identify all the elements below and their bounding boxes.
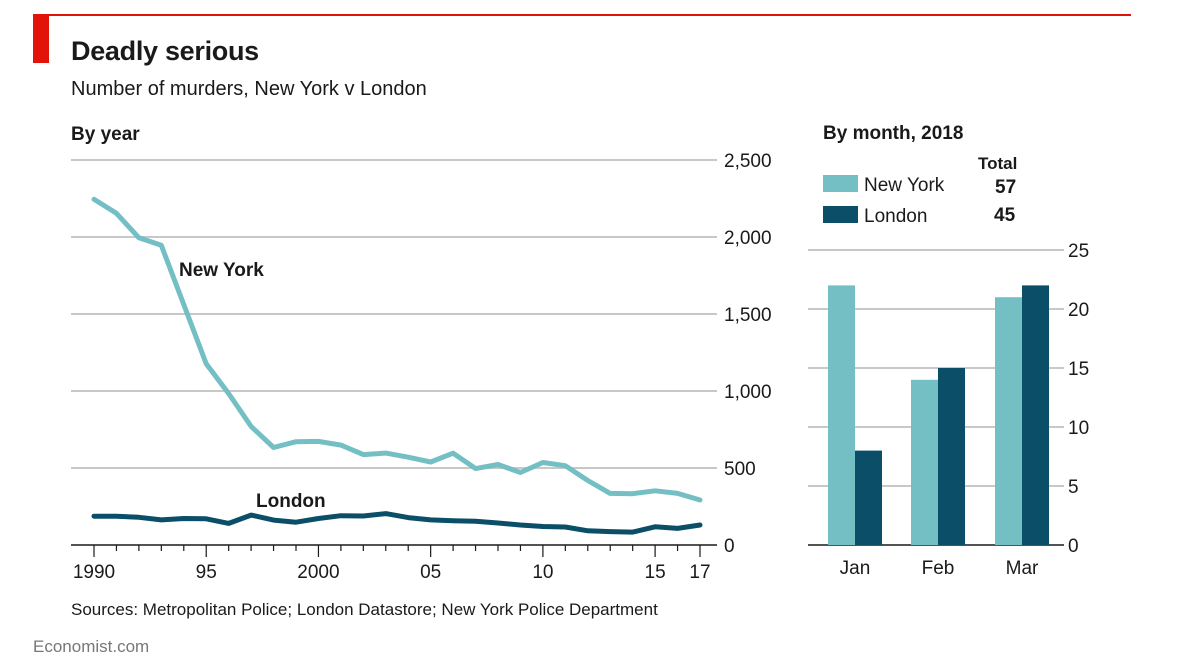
- x-tick-label: Feb: [922, 558, 955, 579]
- y-tick-label: 0: [724, 536, 735, 557]
- legend-label-new-york: New York: [864, 175, 945, 196]
- chart-subtitle: Number of murders, New York v London: [71, 78, 427, 100]
- red-tag: [33, 15, 49, 63]
- y-tick-label: 15: [1068, 359, 1089, 380]
- y-tick-label: 1,500: [724, 305, 772, 326]
- legend-swatch-london: [823, 206, 858, 223]
- bar-london-jan: [855, 450, 882, 545]
- x-tick-label: 05: [420, 562, 441, 583]
- bar-new-york-jan: [828, 285, 855, 545]
- y-tick-label: 10: [1068, 418, 1089, 439]
- annotation-london: London: [256, 491, 326, 512]
- x-tick-label: 95: [196, 562, 217, 583]
- x-tick-label: 2000: [297, 562, 339, 583]
- yearly-panel-title: By year: [71, 124, 140, 145]
- x-tick-label: 17: [689, 562, 710, 583]
- y-tick-label: 5: [1068, 477, 1079, 498]
- y-tick-label: 25: [1068, 241, 1089, 262]
- bar-london-mar: [1022, 285, 1049, 545]
- legend-swatch-new-york: [823, 175, 858, 192]
- chart-title: Deadly serious: [71, 36, 259, 66]
- legend-label-london: London: [864, 206, 927, 227]
- top-rule: [33, 14, 1131, 16]
- x-tick-label: 1990: [73, 562, 115, 583]
- total-new-york: 57: [995, 177, 1016, 198]
- bar-new-york-feb: [911, 379, 938, 545]
- yearly-x-axis: 1990 95 2000 05 10 15 17: [71, 544, 717, 583]
- source-note: Sources: Metropolitan Police; London Dat…: [71, 600, 658, 619]
- annotation-new-york: New York: [179, 260, 264, 281]
- total-london: 45: [994, 205, 1016, 226]
- series-line-london: [91, 511, 703, 535]
- y-tick-label: 500: [724, 459, 756, 480]
- series-line-new-york: [91, 196, 703, 503]
- bar-new-york-mar: [995, 297, 1022, 545]
- x-tick-label: Jan: [840, 558, 871, 579]
- x-tick-label: 10: [532, 562, 553, 583]
- monthly-bars: Jan Feb Mar: [828, 285, 1049, 579]
- y-tick-label: 2,500: [724, 151, 772, 172]
- y-tick-label: 20: [1068, 300, 1089, 321]
- bar-london-feb: [938, 368, 965, 545]
- yearly-series: [91, 196, 703, 535]
- y-tick-label: 2,000: [724, 228, 772, 249]
- y-tick-label: 0: [1068, 536, 1079, 557]
- brand-label: Economist.com: [33, 637, 150, 656]
- yearly-gridlines: 0 500 1,000 1,500 2,000 2,500: [71, 151, 772, 557]
- total-label: Total: [978, 154, 1017, 173]
- x-tick-label: 15: [645, 562, 666, 583]
- y-tick-label: 1,000: [724, 382, 772, 403]
- x-tick-label: Mar: [1006, 558, 1039, 579]
- monthly-panel-title: By month, 2018: [823, 123, 963, 144]
